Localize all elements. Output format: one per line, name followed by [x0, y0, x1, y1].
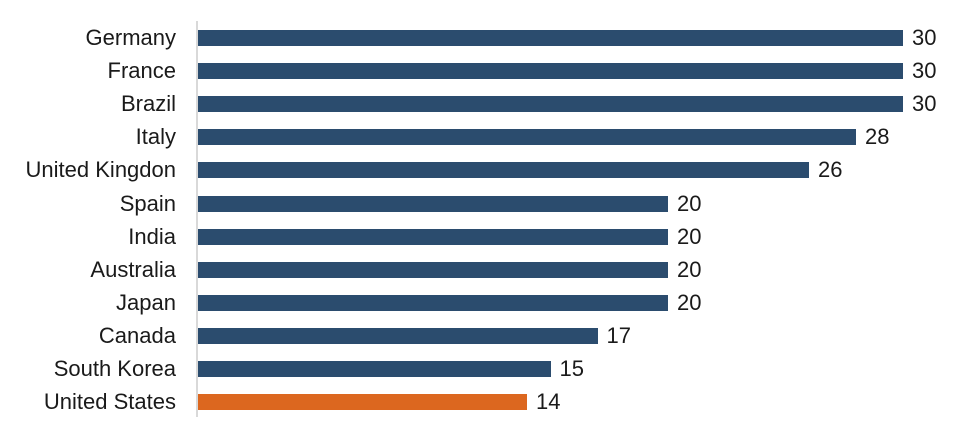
bar — [198, 261, 668, 278]
value-label: 20 — [677, 256, 702, 282]
value-label: 17 — [606, 322, 631, 348]
value-label: 28 — [865, 124, 890, 150]
value-label: 30 — [912, 91, 937, 117]
category-label: Australia — [90, 256, 176, 282]
category-label: United States — [43, 389, 176, 415]
bar — [198, 228, 668, 245]
category-label: Brazil — [120, 91, 176, 117]
category-label: Spain — [119, 190, 176, 216]
value-label: 26 — [818, 157, 843, 183]
bar — [198, 327, 598, 344]
category-label: Germany — [85, 25, 176, 50]
category-label: United Kingdon — [25, 157, 176, 183]
category-label: South Korea — [53, 356, 176, 381]
bar — [198, 63, 903, 80]
y-axis-line — [196, 21, 198, 417]
category-label: Italy — [135, 124, 176, 150]
bar — [198, 96, 903, 113]
bar — [198, 129, 856, 146]
value-label: 14 — [536, 389, 561, 415]
bar — [198, 162, 809, 179]
value-label: 30 — [912, 58, 937, 84]
category-label: Canada — [98, 322, 176, 348]
bar — [198, 294, 668, 311]
bar — [198, 30, 903, 46]
bar-highlighted — [198, 394, 527, 411]
value-label: 15 — [559, 356, 584, 381]
bar — [198, 195, 668, 212]
bar — [198, 361, 551, 377]
category-label: India — [128, 223, 176, 249]
value-label: 20 — [677, 289, 702, 315]
category-label: Japan — [116, 289, 176, 315]
value-label: 20 — [677, 223, 702, 249]
value-label: 30 — [912, 25, 937, 50]
category-label: France — [107, 58, 176, 84]
value-label: 20 — [677, 190, 702, 216]
